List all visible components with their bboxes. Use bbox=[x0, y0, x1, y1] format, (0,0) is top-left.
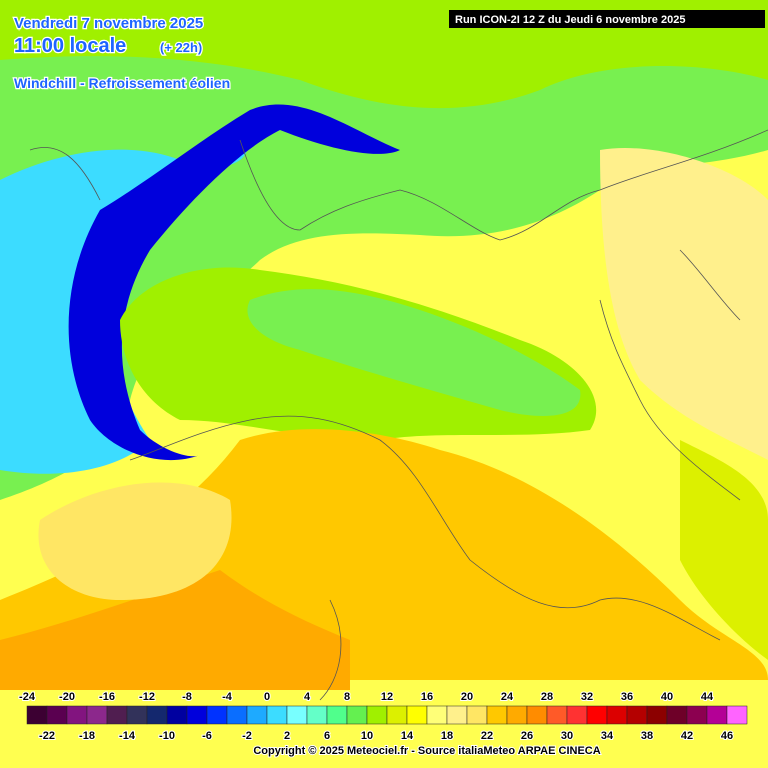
legend-label: 34 bbox=[601, 730, 614, 742]
legend-label: 8 bbox=[344, 691, 350, 703]
legend-swatch bbox=[646, 705, 668, 725]
legend-label: 20 bbox=[461, 691, 473, 703]
forecast-offset: (+ 22h) bbox=[160, 40, 202, 55]
legend-label: 30 bbox=[561, 730, 573, 742]
legend-label: 28 bbox=[541, 691, 553, 703]
run-banner bbox=[449, 10, 765, 28]
legend-label: 2 bbox=[284, 730, 290, 742]
legend-swatch bbox=[26, 705, 48, 725]
legend-swatch bbox=[266, 705, 288, 725]
legend-swatch bbox=[466, 705, 488, 725]
legend-swatch bbox=[346, 705, 368, 725]
legend-swatch bbox=[626, 705, 648, 725]
legend-label: 10 bbox=[361, 730, 373, 742]
legend-label: -2 bbox=[242, 730, 252, 742]
legend-swatch bbox=[166, 705, 188, 725]
legend-label: -24 bbox=[19, 691, 36, 703]
legend-swatch bbox=[486, 705, 508, 725]
legend-swatch bbox=[586, 705, 608, 725]
legend: -24-22-20-18-16-14-12-10-8-6-4-202468101… bbox=[18, 690, 748, 743]
parameter-title: Windchill - Refroissement éolien bbox=[14, 75, 230, 91]
legend-swatch bbox=[526, 705, 548, 725]
legend-swatch bbox=[326, 705, 348, 725]
legend-label: 32 bbox=[581, 691, 593, 703]
legend-swatch bbox=[126, 705, 148, 725]
legend-label: 12 bbox=[381, 691, 393, 703]
legend-label: 16 bbox=[421, 691, 433, 703]
copyright: Copyright © 2025 Meteociel.fr - Source i… bbox=[253, 745, 600, 757]
legend-swatch bbox=[606, 705, 628, 725]
legend-swatch bbox=[66, 705, 88, 725]
legend-swatch bbox=[226, 705, 248, 725]
legend-label: 38 bbox=[641, 730, 653, 742]
legend-label: 4 bbox=[304, 691, 311, 703]
legend-label: -4 bbox=[222, 691, 233, 703]
legend-label: 42 bbox=[681, 730, 693, 742]
legend-label: -22 bbox=[39, 730, 55, 742]
legend-swatch bbox=[246, 705, 268, 725]
forecast-date: Vendredi 7 novembre 2025 bbox=[14, 15, 203, 32]
legend-swatch bbox=[46, 705, 68, 725]
legend-swatch bbox=[86, 705, 108, 725]
legend-label: -18 bbox=[79, 730, 95, 742]
legend-label: -6 bbox=[202, 730, 212, 742]
legend-label: 24 bbox=[501, 691, 514, 703]
legend-swatch bbox=[546, 705, 568, 725]
legend-swatch bbox=[726, 705, 748, 725]
legend-swatch bbox=[566, 705, 588, 725]
legend-swatch bbox=[666, 705, 688, 725]
legend-label: 36 bbox=[621, 691, 633, 703]
legend-swatch bbox=[406, 705, 428, 725]
legend-swatch bbox=[206, 705, 228, 725]
legend-label: 44 bbox=[701, 691, 714, 703]
legend-label: 46 bbox=[721, 730, 733, 742]
legend-swatch bbox=[426, 705, 448, 725]
legend-label: -16 bbox=[99, 691, 115, 703]
legend-swatch bbox=[366, 705, 388, 725]
legend-label: 22 bbox=[481, 730, 493, 742]
legend-label: 26 bbox=[521, 730, 533, 742]
legend-label: -14 bbox=[119, 730, 136, 742]
legend-swatch bbox=[686, 705, 708, 725]
legend-swatch bbox=[146, 705, 168, 725]
legend-label: -8 bbox=[182, 691, 192, 703]
borders bbox=[29, 129, 768, 701]
legend-swatch bbox=[306, 705, 328, 725]
forecast-time: 11:00 locale bbox=[14, 35, 126, 57]
legend-label: 6 bbox=[324, 730, 330, 742]
legend-label: -12 bbox=[139, 691, 155, 703]
legend-label: 14 bbox=[401, 730, 414, 742]
legend-swatch bbox=[186, 705, 208, 725]
legend-swatch bbox=[506, 705, 528, 725]
legend-swatch bbox=[286, 705, 308, 725]
legend-label: -20 bbox=[59, 691, 75, 703]
legend-swatch bbox=[386, 705, 408, 725]
legend-label: 0 bbox=[264, 691, 270, 703]
legend-label: 40 bbox=[661, 691, 673, 703]
run-info: Run ICON-2I 12 Z du Jeudi 6 novembre 202… bbox=[455, 14, 685, 26]
legend-swatch bbox=[106, 705, 128, 725]
legend-label: 18 bbox=[441, 730, 453, 742]
legend-swatch bbox=[706, 705, 728, 725]
legend-swatch bbox=[446, 705, 468, 725]
legend-label: -10 bbox=[159, 730, 175, 742]
